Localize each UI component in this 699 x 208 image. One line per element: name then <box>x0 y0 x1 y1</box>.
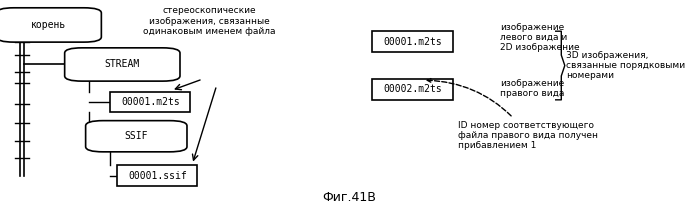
FancyBboxPatch shape <box>64 48 180 81</box>
Text: стереоскопические
изображения, связанные
одинаковым именем файла: стереоскопические изображения, связанные… <box>143 6 276 36</box>
Text: 00001.m2ts: 00001.m2ts <box>121 97 180 107</box>
Text: корень: корень <box>31 20 66 30</box>
Text: SSIF: SSIF <box>124 131 148 141</box>
FancyBboxPatch shape <box>86 121 187 152</box>
Text: изображение
левого вида и
2D изображение: изображение левого вида и 2D изображение <box>500 22 579 52</box>
Bar <box>372 31 453 52</box>
Text: 3D изображения,
связанные порядковыми
номерами: 3D изображения, связанные порядковыми но… <box>566 51 685 80</box>
Bar <box>372 79 453 100</box>
Text: Фиг.41В: Фиг.41В <box>322 191 377 204</box>
Text: 00002.m2ts: 00002.m2ts <box>383 84 442 94</box>
Text: 00001.m2ts: 00001.m2ts <box>383 37 442 47</box>
FancyBboxPatch shape <box>0 8 101 42</box>
Text: STREAM: STREAM <box>105 59 140 69</box>
Bar <box>117 165 198 186</box>
Text: изображение
правого вида: изображение правого вида <box>500 79 564 98</box>
Text: 00001.ssif: 00001.ssif <box>128 171 187 181</box>
Bar <box>110 92 190 112</box>
Text: ID номер соответствующего
файла правого вида получен
прибавлением 1: ID номер соответствующего файла правого … <box>427 79 598 150</box>
